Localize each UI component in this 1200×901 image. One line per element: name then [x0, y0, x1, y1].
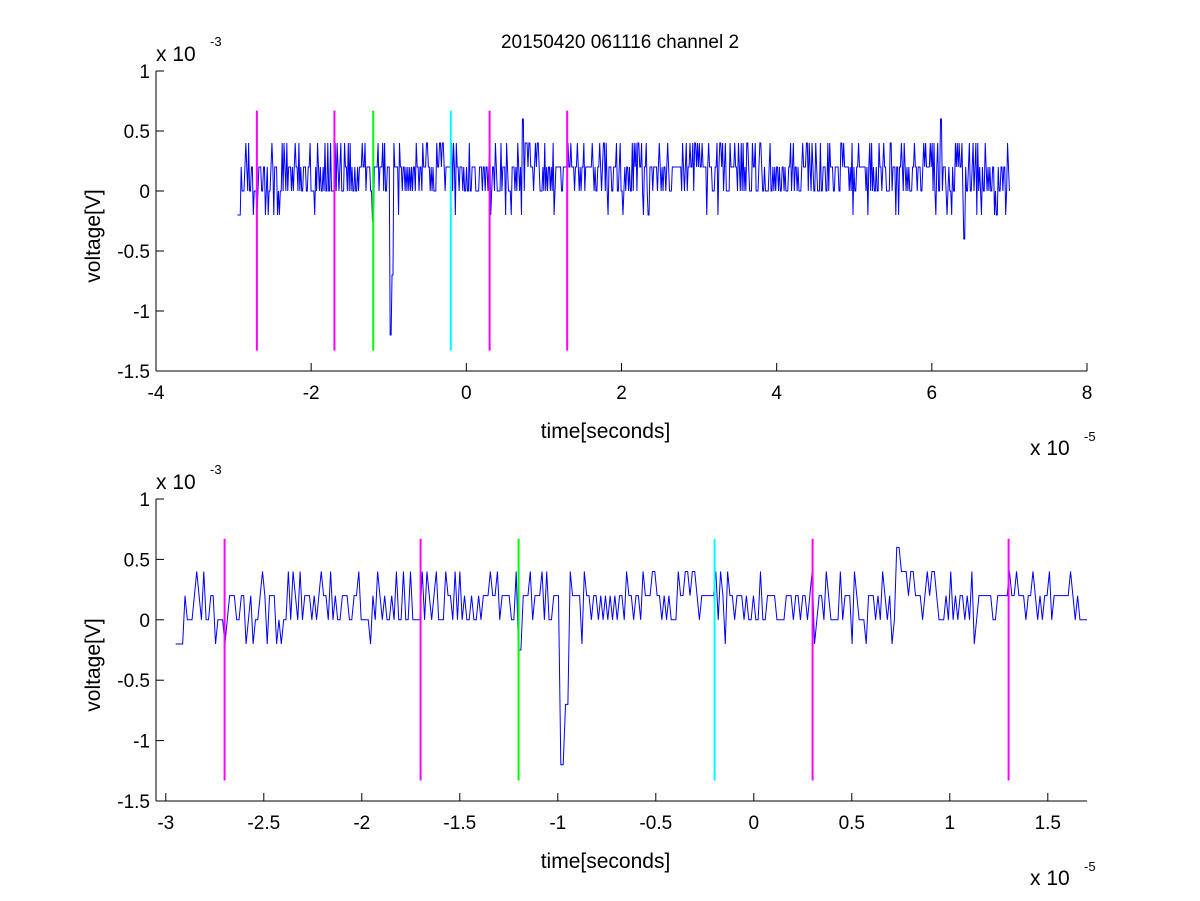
- chart-0-y-tick-label: 0.5: [124, 122, 150, 143]
- figure-title: 20150420 061116 channel 2: [501, 32, 739, 53]
- chart-1-y-tick-label: -0.5: [117, 671, 150, 692]
- chart-1-x-tick-label: 1.5: [1035, 813, 1061, 834]
- chart-1-x-exponent: x 10: [1030, 867, 1070, 890]
- chart-1-x-exponent-power: -5: [1084, 859, 1096, 874]
- chart-1-x-tick-label: 1: [945, 813, 956, 834]
- chart-1-x-tick-label: -0.5: [639, 813, 672, 834]
- chart-0-x-tick-label: 0: [461, 383, 472, 404]
- chart-0-y-tick-label: 1: [139, 62, 150, 83]
- chart-0-x-tick-label: 8: [1082, 383, 1093, 404]
- chart-1-x-tick-label: -3: [157, 813, 174, 834]
- chart-1-x-axis-label: time[seconds]: [541, 850, 671, 873]
- chart-1-y-exponent: x 10: [156, 471, 196, 494]
- chart-0-y-axis-label: voltage[V]: [82, 189, 105, 282]
- chart-1-y-tick-label: -1.5: [117, 792, 150, 813]
- chart-0-x-exponent-power: -5: [1084, 429, 1096, 444]
- chart-1-y-tick-label: 1: [139, 490, 150, 511]
- chart-0-x-tick-label: -4: [148, 383, 165, 404]
- chart-0-y-tick-label: 0: [139, 182, 150, 203]
- chart-1-y-tick-label: 0.5: [124, 550, 150, 571]
- bottom-axes: -3 -2.5 -2 -1.5 -1 -0.5 0 0.5 1 1.5 -1.5 -1 -0.5 0 0.5…: [82, 462, 1096, 890]
- chart-1-x-tick-label: -2: [353, 813, 370, 834]
- chart-1-y-tick-label: 0: [139, 611, 150, 632]
- top-axes: -4 -2 0 2 4 6 8 -1.5 -1 -0.5 0 0.5 1 time[seconds] vol…: [82, 34, 1096, 460]
- chart-1-x-tick-label: -2.5: [247, 813, 280, 834]
- chart-1-y-exponent-power: -3: [210, 462, 222, 477]
- chart-0-y-tick-label: -1: [133, 302, 150, 323]
- chart-1-y-tick-label: -1: [133, 732, 150, 753]
- chart-0-x-exponent: x 10: [1030, 437, 1070, 460]
- chart-1-y-axis-label: voltage[V]: [82, 618, 105, 711]
- chart-0-signal-line: [237, 118, 1010, 336]
- chart-0-y-exponent-power: -3: [210, 34, 222, 49]
- chart-1-x-tick-label: 0: [749, 813, 760, 834]
- chart-0-x-tick-label: 4: [771, 383, 782, 404]
- chart-0-y-tick-label: -1.5: [117, 362, 150, 383]
- chart-0-x-tick-label: 2: [616, 383, 627, 404]
- chart-0-x-tick-label: -2: [303, 383, 320, 404]
- chart-1-x-tick-label: -1.5: [443, 813, 476, 834]
- chart-1-signal-line: [175, 546, 1087, 766]
- chart-0-x-tick-label: 6: [927, 383, 938, 404]
- chart-1-x-tick-label: 0.5: [839, 813, 865, 834]
- chart-0-y-exponent: x 10: [156, 43, 196, 66]
- chart-0-y-tick-label: -0.5: [117, 242, 150, 263]
- chart-0-x-axis-label: time[seconds]: [541, 420, 671, 443]
- chart-1-x-tick-label: -1: [549, 813, 566, 834]
